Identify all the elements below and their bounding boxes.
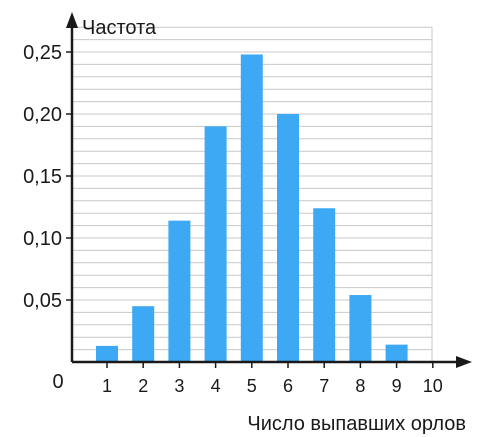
x-axis-label: Число выпавших орлов [247,413,466,435]
bar-4 [204,126,227,363]
y-ticks: 0,05 0,10 0,15 0,20 0,25 [23,42,72,312]
bar-9 [385,344,408,362]
bar-1 [96,345,118,362]
x-tick-label: 5 [247,376,257,396]
y-tick-label: 0,25 [23,42,62,64]
x-tick-label: 8 [355,376,365,396]
bar-8 [349,295,372,362]
y-tick-label: 0,20 [23,104,62,126]
bar-6 [277,114,299,362]
bar-2 [132,306,155,362]
x-tick-label: 10 [423,376,443,396]
bar-7 [313,208,336,362]
y-axis-arrow [66,12,78,28]
x-tick-label: 3 [174,376,184,396]
y-tick-label: 0,15 [23,166,62,188]
axes [66,12,472,368]
x-tick-label: 4 [211,376,221,396]
origin-label: 0 [52,371,63,393]
x-tick-label: 9 [392,376,402,396]
bar-3 [168,220,191,362]
bar-5 [240,54,263,362]
x-tick-label: 6 [283,376,293,396]
bars [96,54,408,363]
y-axis-label: Частота [82,17,157,39]
x-axis-arrow [456,356,472,368]
x-tick-label: 2 [138,376,148,396]
x-ticks: 1 2 3 4 5 6 7 8 9 10 [102,362,443,396]
y-tick-label: 0,10 [23,228,62,250]
y-tick-label: 0,05 [23,290,62,312]
x-tick-label: 1 [102,376,112,396]
x-tick-label: 7 [319,376,329,396]
